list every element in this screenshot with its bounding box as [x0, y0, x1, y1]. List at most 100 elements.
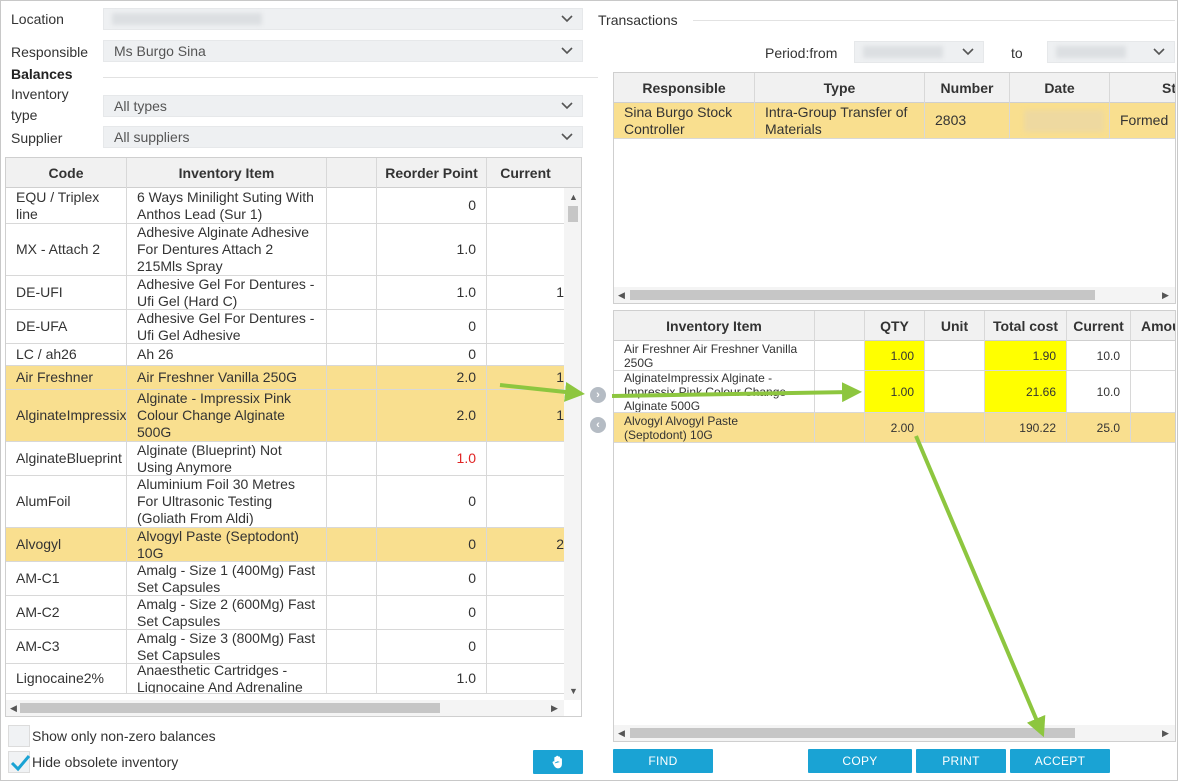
date-value-redacted	[1024, 110, 1104, 132]
scroll-left-arrow-icon[interactable]: ◀	[10, 703, 17, 713]
scrollbar-thumb[interactable]	[568, 206, 578, 222]
cell-reorder-point: 0	[377, 476, 487, 527]
accept-button[interactable]: ACCEPT	[1010, 749, 1110, 773]
cell-current: 1	[556, 284, 564, 300]
period-from-value-redacted	[863, 46, 943, 58]
transactions-title: Transactions	[598, 12, 678, 28]
column-header-responsible[interactable]: Responsible	[614, 73, 755, 103]
cell-reorder-point: 0	[377, 188, 487, 223]
table-row[interactable]: AlginateBlueprint Alginate (Blueprint) No…	[6, 442, 564, 476]
cell-reorder-point: 0	[377, 596, 487, 629]
column-header-status[interactable]: St	[1162, 80, 1176, 96]
table-row[interactable]: Alvogyl Alvogyl Paste (Septodont) 10G 2.0…	[614, 413, 1175, 443]
table-row[interactable]: LC / ah26 Ah 26 0	[6, 344, 564, 366]
show-nonzero-checkbox[interactable]	[8, 725, 30, 747]
cell-unit	[925, 341, 985, 370]
table-row[interactable]: AlginateImpressix Alginate - Impressix P…	[614, 371, 1175, 413]
period-from-select[interactable]	[854, 41, 984, 63]
column-header-total-cost[interactable]: Total cost	[985, 311, 1067, 341]
find-button[interactable]: FIND	[613, 749, 713, 773]
cell-blank	[327, 442, 377, 475]
column-header-unit[interactable]: Unit	[925, 311, 985, 341]
column-header-amount[interactable]: Amou	[1141, 318, 1175, 334]
column-header-inventory-item[interactable]: Inventory Item	[614, 311, 815, 341]
cell-blank	[327, 276, 377, 309]
cell-unit	[925, 371, 985, 412]
scrollbar-thumb[interactable]	[630, 728, 1075, 738]
table-row[interactable]: Air Freshner Air Freshner Vanilla 250G 1.…	[614, 341, 1175, 371]
hand-tool-button[interactable]	[533, 750, 583, 774]
copy-button[interactable]: COPY	[808, 749, 912, 773]
scroll-right-arrow-icon[interactable]: ▶	[1162, 728, 1169, 738]
cell-amount	[1131, 341, 1175, 370]
cell-qty: 2.00	[865, 413, 925, 442]
chevron-down-icon	[561, 133, 573, 141]
cell-blank	[327, 476, 377, 527]
cell-inventory-item: Anaesthetic Cartridges - Lignocaine And …	[127, 664, 327, 693]
inventory-type-value: All types	[114, 98, 167, 114]
table-row[interactable]: AM-C2 Amalg - Size 2 (600Mg) Fast Set Cap…	[6, 596, 564, 630]
cell-current: 10.0	[1067, 371, 1131, 412]
cell-amount	[1131, 371, 1175, 412]
cell-responsible: Sina Burgo Stock Controller	[614, 103, 755, 138]
table-row[interactable]: AlumFoil Aluminium Foil 30 Metres For Ult…	[6, 476, 564, 528]
move-left-button[interactable]: ‹	[590, 417, 606, 433]
table-row[interactable]: AM-C1 Amalg - Size 1 (400Mg) Fast Set Cap…	[6, 562, 564, 596]
table-row[interactable]: DE-UFA Adhesive Gel For Dentures - Ufi Ge…	[6, 310, 564, 344]
scrollbar-thumb[interactable]	[20, 703, 440, 713]
scroll-right-arrow-icon[interactable]: ▶	[1162, 290, 1169, 300]
scroll-left-arrow-icon[interactable]: ◀	[618, 728, 625, 738]
table-row[interactable]: EQU / Triplex line 6 Ways Minilight Sutin…	[6, 188, 564, 224]
scroll-up-arrow-icon[interactable]: ▲	[569, 192, 578, 202]
cell-code: Lignocaine2%	[6, 664, 127, 693]
table-row[interactable]: Sina Burgo Stock Controller Intra-Group …	[614, 103, 1175, 139]
location-label: Location	[11, 11, 64, 27]
scroll-down-arrow-icon[interactable]: ▼	[569, 686, 578, 696]
inventory-type-select[interactable]: All types	[103, 95, 583, 117]
inventory-balances-table: Code Inventory Item Reorder Point Curren…	[5, 157, 582, 717]
vertical-scrollbar[interactable]: ▲ ▼	[564, 188, 581, 700]
column-header-code[interactable]: Code	[6, 158, 127, 188]
horizontal-scrollbar[interactable]: ◀ ▶	[614, 725, 1175, 741]
cell-code: Air Freshner	[6, 366, 127, 389]
hide-obsolete-checkbox[interactable]	[8, 751, 31, 773]
cell-current	[487, 310, 564, 343]
column-header-date[interactable]: Date	[1010, 73, 1110, 103]
column-header-qty[interactable]: QTY	[865, 311, 925, 341]
location-select[interactable]	[103, 8, 583, 30]
cell-code: AM-C1	[6, 562, 127, 595]
column-header-current[interactable]: Current	[500, 165, 551, 181]
cell-inventory-item: AlginateImpressix Alginate - Impressix P…	[614, 371, 815, 412]
move-right-button[interactable]: ›	[590, 387, 606, 403]
column-header-blank[interactable]	[815, 311, 865, 341]
print-button[interactable]: PRINT	[916, 749, 1006, 773]
responsible-select[interactable]: Ms Burgo Sina	[103, 40, 583, 62]
column-header-number[interactable]: Number	[925, 73, 1010, 103]
scroll-left-arrow-icon[interactable]: ◀	[618, 290, 625, 300]
cell-current	[487, 442, 564, 475]
scrollbar-thumb[interactable]	[630, 290, 1095, 300]
column-header-blank[interactable]	[327, 158, 377, 188]
column-header-reorder-point[interactable]: Reorder Point	[377, 158, 487, 188]
cell-type: Intra-Group Transfer of Materials	[755, 103, 925, 138]
scroll-right-arrow-icon[interactable]: ▶	[551, 703, 558, 713]
column-header-type[interactable]: Type	[755, 73, 925, 103]
horizontal-scrollbar[interactable]: ◀ ▶	[6, 700, 564, 716]
table-row[interactable]: AM-C3 Amalg - Size 3 (800Mg) Fast Set Cap…	[6, 630, 564, 664]
cell-code: AlginateImpressix	[6, 390, 127, 441]
column-header-inventory-item[interactable]: Inventory Item	[127, 158, 327, 188]
table-row[interactable]: MX - Attach 2 Adhesive Alginate Adhesive …	[6, 224, 564, 276]
period-to-select[interactable]	[1047, 41, 1175, 63]
table-row[interactable]: Lignocaine2% Anaesthetic Cartridges - Lig…	[6, 664, 564, 694]
cell-code: LC / ah26	[6, 344, 127, 365]
supplier-select[interactable]: All suppliers	[103, 126, 583, 148]
balances-divider	[103, 77, 598, 78]
table-row[interactable]: AlginateImpressix Alginate - Impressix Pi…	[6, 390, 564, 442]
table-row[interactable]: DE-UFI Adhesive Gel For Dentures - Ufi Ge…	[6, 276, 564, 310]
cell-reorder-point: 0	[377, 528, 487, 561]
column-header-current[interactable]: Current	[1067, 311, 1131, 341]
horizontal-scrollbar[interactable]: ◀ ▶	[614, 287, 1175, 303]
cell-code: AM-C3	[6, 630, 127, 663]
table-row[interactable]: Alvogyl Alvogyl Paste (Septodont) 10G 0 2	[6, 528, 564, 562]
table-row[interactable]: Air Freshner Air Freshner Vanilla 250G 2.0…	[6, 366, 564, 390]
